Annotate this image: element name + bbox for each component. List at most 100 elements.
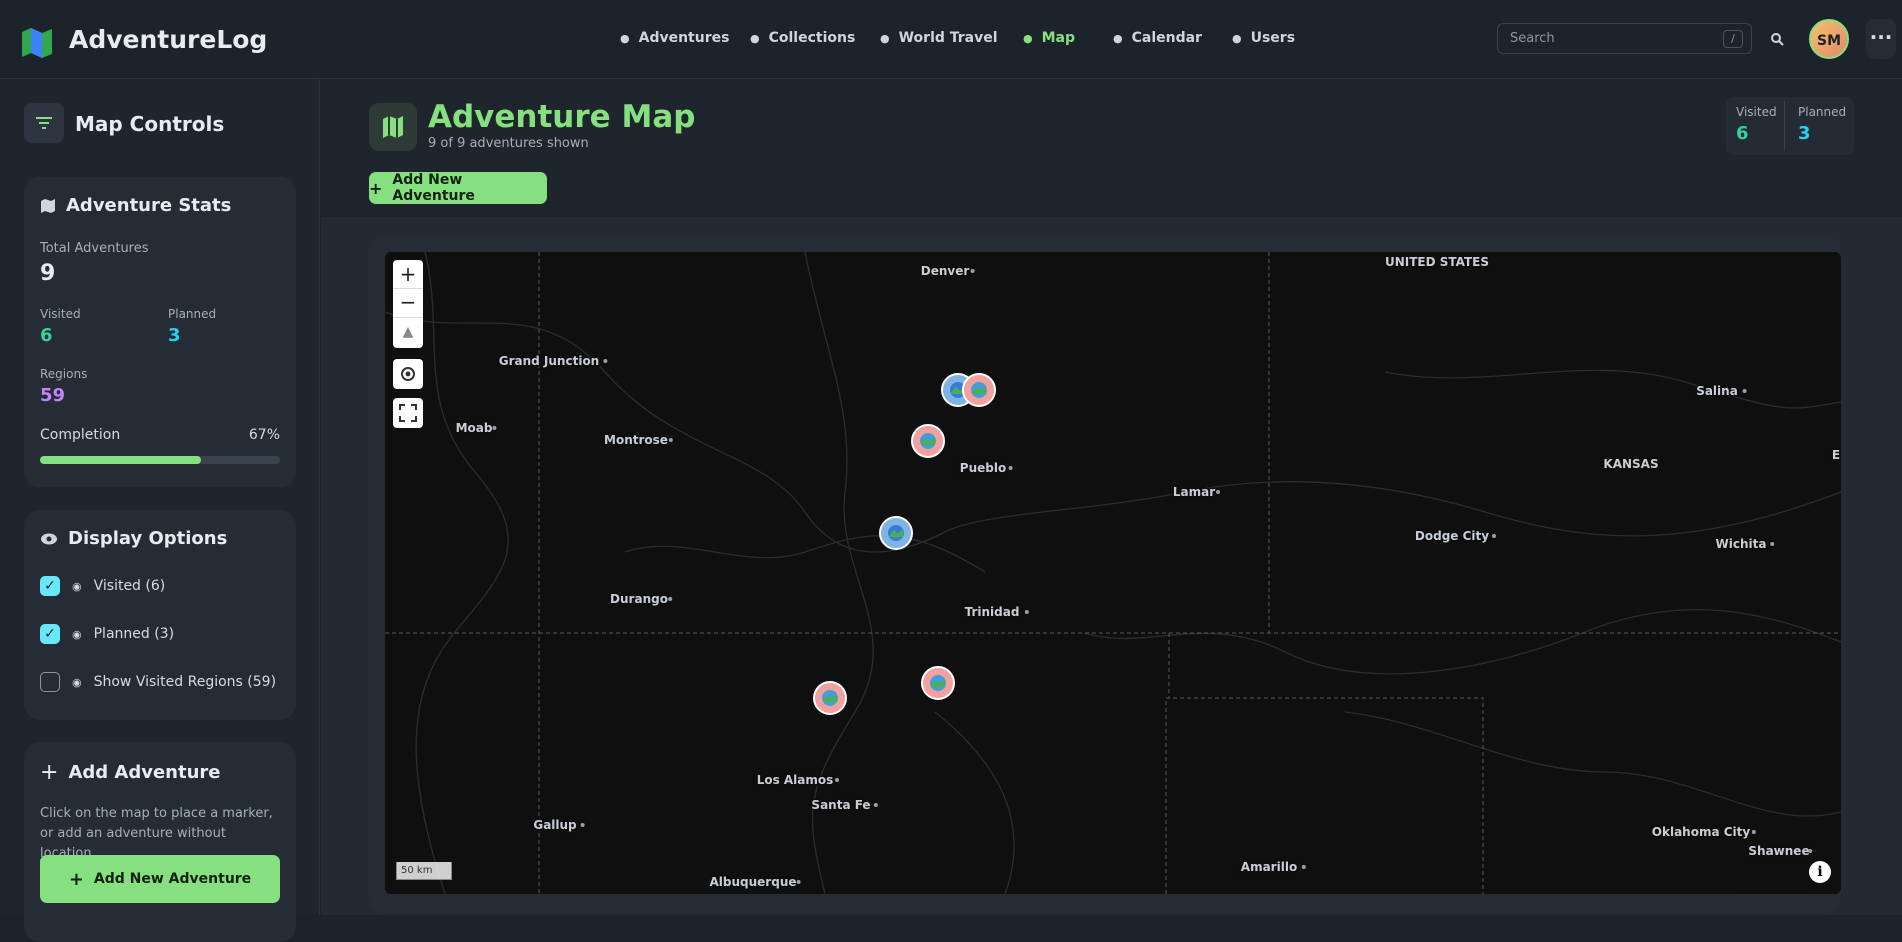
compass[interactable]: ▲ [402, 324, 414, 340]
avatar[interactable]: SM [1809, 19, 1849, 59]
map-label: Salina [1696, 384, 1738, 398]
map-label: Trinidad [965, 605, 1020, 619]
search-icon[interactable] [1770, 32, 1784, 46]
city-dot [1024, 610, 1029, 614]
city-dot [668, 597, 673, 601]
add-text: Click on the map to place a marker, or a… [40, 806, 273, 861]
option-icon: ◉ [72, 627, 82, 641]
map-label: Dodge City [1415, 529, 1489, 543]
attribution-button[interactable]: i [1809, 861, 1831, 883]
marker-land [823, 694, 837, 702]
adventure-marker[interactable] [813, 681, 847, 715]
city-dot [1770, 542, 1775, 546]
zoom-in[interactable]: + [393, 260, 423, 289]
display-card: Display Options ✓ ◉ Visited (6) ✓ ◉ Planned (… [24, 510, 296, 720]
city-dot [796, 880, 801, 884]
progress-bar [40, 456, 201, 464]
nav-icon: ● [620, 31, 630, 45]
map-label: Santa Fe [811, 798, 870, 812]
fullscreen-button[interactable] [393, 398, 423, 428]
stats-title: Adventure Stats [40, 195, 231, 216]
adventure-marker[interactable] [921, 666, 955, 700]
search-placeholder: Search [1510, 31, 1555, 46]
city-dot [668, 438, 673, 442]
map-label: Los Alamos [757, 773, 834, 787]
total-label: Total Adventures [40, 241, 149, 256]
checkbox[interactable] [40, 672, 60, 692]
zoom-controls: + − ▲ [393, 260, 423, 348]
stats-title-text: Adventure Stats [66, 195, 232, 216]
add-button-text: Add New Adventure [93, 871, 252, 887]
header-visited-value: 6 [1736, 123, 1749, 144]
display-option[interactable]: ✓ ◉ Planned (3) [40, 624, 174, 644]
visited-label: Visited [40, 307, 81, 321]
nav-item[interactable]: ● Calendar [1113, 30, 1202, 46]
scale-bar: 50 km [396, 862, 452, 880]
map-label: Albuquerque [710, 875, 797, 889]
planned-label: Planned [168, 307, 217, 321]
total-value: 9 [40, 261, 56, 286]
marker-land [951, 386, 965, 394]
map-label: Grand Junction [499, 354, 599, 368]
option-label: Show Visited Regions (59) [93, 674, 277, 690]
locate-button[interactable] [393, 359, 423, 389]
menu-button[interactable]: ··· [1866, 19, 1896, 59]
map-label: Pueblo [960, 461, 1006, 475]
city-dot [1742, 389, 1747, 393]
city-dot [492, 426, 497, 430]
adventure-marker[interactable] [962, 373, 996, 407]
progress-track [40, 456, 280, 464]
nav-icon: ● [880, 31, 890, 45]
page: AdventureLog Map {"nav": {"brand": "Adve… [0, 19, 1902, 942]
adventure-marker[interactable] [879, 516, 913, 550]
sidebar: Map Controls Adventure Stats Total Adven… [0, 79, 320, 942]
display-option[interactable]: ✓ ◉ Visited (6) [40, 576, 165, 596]
add-button[interactable]: + Add New Adventure [40, 855, 280, 903]
map-label: E [1832, 448, 1840, 462]
map[interactable]: Denver UNITED STATES Grand Junction Moab Mon… [385, 252, 1841, 894]
nav-icon: ● [1023, 31, 1033, 45]
nav-icon: ● [750, 31, 760, 45]
add-card: + Add Adventure Click on the map to place… [24, 742, 296, 942]
header-visited-label: Visited [1736, 105, 1777, 119]
nav-item[interactable]: ● World Travel [880, 30, 998, 46]
nav-label: Adventures [638, 30, 730, 46]
marker-land [931, 679, 945, 687]
nav-icon: ● [1232, 31, 1242, 45]
planned-value: 3 [168, 325, 181, 346]
checkbox[interactable]: ✓ [40, 624, 60, 644]
option-label: Visited (6) [93, 578, 166, 594]
city-dot [970, 269, 975, 273]
option-icon: ◉ [72, 579, 82, 593]
city-dot [603, 359, 608, 363]
filter-icon [24, 103, 64, 143]
header-planned-label: Planned [1798, 105, 1847, 119]
nav-label: Map [1041, 30, 1076, 46]
nav-item[interactable]: ● Map [1023, 30, 1075, 46]
map-label: Durango [610, 592, 668, 606]
city-dot [835, 778, 839, 782]
city-dot [1751, 830, 1756, 834]
display-option[interactable]: ◉ Show Visited Regions (59) [40, 672, 276, 692]
marker-land [921, 437, 935, 445]
display-title: Display Options [40, 528, 227, 549]
nav-label: Collections [768, 30, 856, 46]
completion-label: Completion [40, 427, 121, 443]
adventure-marker[interactable] [911, 424, 945, 458]
city-dot [1808, 849, 1813, 853]
nav-item[interactable]: ● Adventures [620, 30, 729, 46]
header-add-button[interactable]: + Add New Adventure [369, 172, 547, 204]
city-dot [1492, 534, 1496, 538]
zoom-out[interactable]: − [393, 289, 423, 318]
marker-land [972, 386, 986, 394]
logo [22, 28, 52, 58]
nav-item[interactable]: ● Users [1232, 30, 1295, 46]
city-dot [580, 823, 585, 827]
add-title-text: Add Adventure [68, 762, 221, 783]
map-label: Wichita [1716, 537, 1767, 551]
nav-label: Calendar [1131, 30, 1202, 46]
search-box[interactable]: Search / [1497, 23, 1752, 54]
brand[interactable]: AdventureLog [69, 25, 268, 54]
nav-item[interactable]: ● Collections [750, 30, 855, 46]
checkbox[interactable]: ✓ [40, 576, 60, 596]
